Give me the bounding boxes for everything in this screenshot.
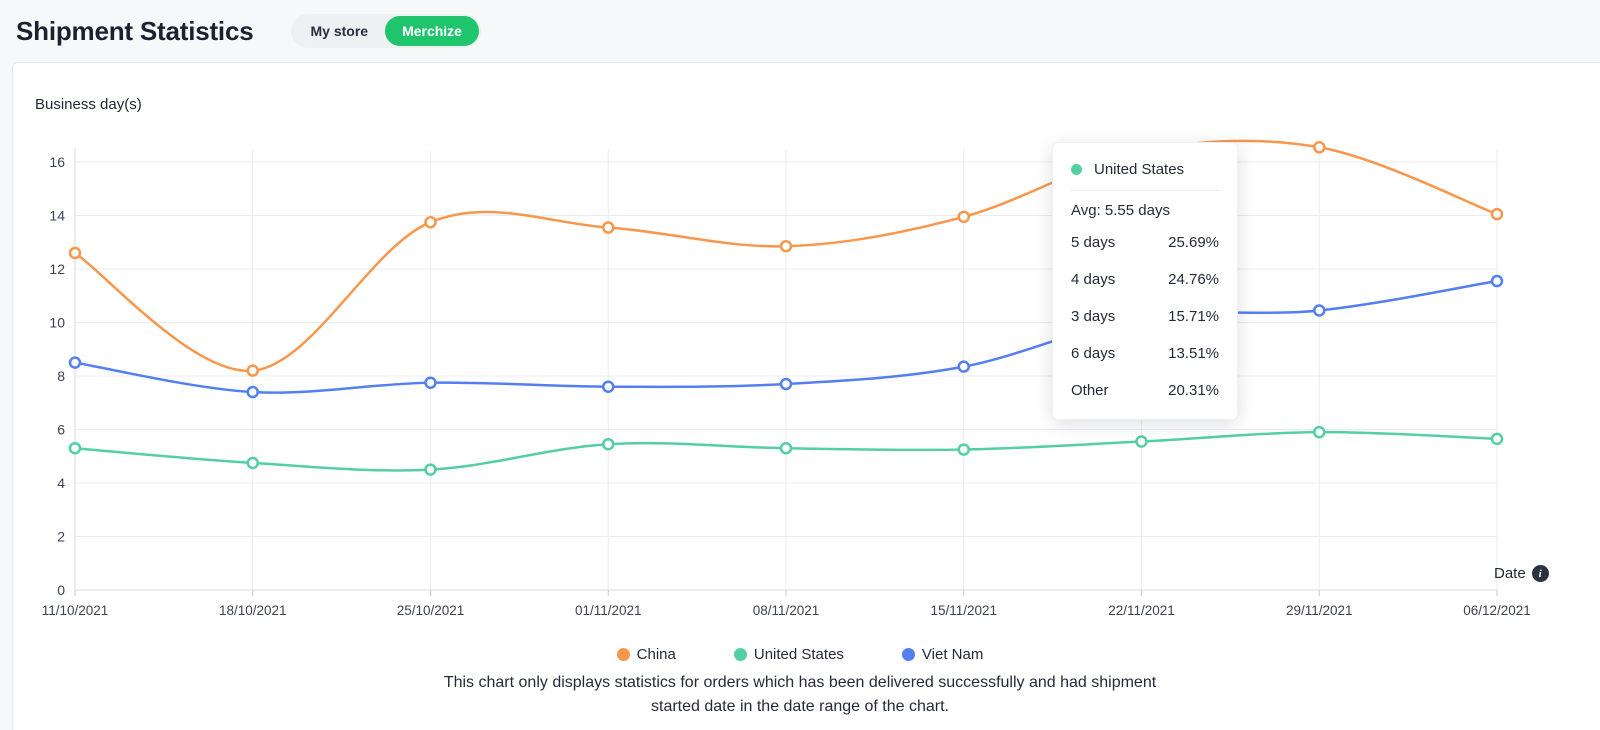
data-point-china[interactable] [1490, 207, 1504, 221]
tooltip-row-value: 24.76% [1168, 270, 1219, 288]
tooltip-row-label: 4 days [1071, 270, 1116, 288]
tooltip-row-label: 5 days [1071, 233, 1116, 251]
data-point-china[interactable] [424, 215, 437, 229]
data-point-china[interactable] [779, 240, 793, 253]
tooltip-header: United States [1071, 158, 1219, 180]
info-icon[interactable]: i [1531, 565, 1549, 582]
chart-tooltip: United States Avg: 5.55 days 5 days 25.69… [1052, 142, 1238, 420]
data-point-china[interactable] [68, 246, 82, 260]
y-axis-title: Business day(s) [35, 96, 142, 113]
tooltip-row-value: 13.51% [1168, 344, 1219, 362]
y-tick-label: 12 [49, 261, 65, 277]
tooltip-row: Other 20.31% [1071, 379, 1219, 401]
legend-label: United States [753, 646, 844, 663]
tooltip-row-label: Other [1071, 381, 1109, 399]
tooltip-row: 6 days 13.51% [1071, 342, 1219, 364]
page-header: Shipment Statistics My store Merchize [0, 0, 1600, 62]
legend-item-china[interactable]: China [616, 646, 676, 663]
data-point-viet-nam[interactable] [957, 360, 970, 373]
y-tick-label: 10 [49, 315, 65, 331]
data-point-united-states[interactable] [424, 463, 437, 476]
tooltip-row: 3 days 15.71% [1071, 305, 1219, 327]
legend-dot [901, 648, 915, 661]
tooltip-row-value: 20.31% [1168, 381, 1219, 399]
tooltip-row-value: 15.71% [1168, 307, 1219, 325]
y-tick-label: 6 [57, 422, 65, 438]
data-point-united-states[interactable] [68, 441, 82, 455]
tooltip-row: 4 days 24.76% [1071, 268, 1219, 290]
data-point-viet-nam[interactable] [1490, 274, 1504, 288]
y-tick-label: 2 [57, 529, 65, 545]
toggle-merchize-button[interactable]: Merchize [385, 16, 479, 46]
y-tick-label: 8 [57, 368, 65, 384]
y-tick-label: 4 [57, 475, 65, 491]
chart-legend: China United States Viet Nam [0, 646, 1600, 663]
data-point-china[interactable] [602, 221, 615, 234]
x-axis-title-label: Date [1494, 565, 1526, 582]
y-tick-label: 14 [49, 208, 65, 224]
data-point-united-states[interactable] [1135, 435, 1148, 448]
data-point-united-states[interactable] [1313, 425, 1326, 439]
legend-item-viet-nam[interactable]: Viet Nam [901, 646, 984, 663]
data-point-china[interactable] [957, 210, 970, 224]
series-line-china[interactable] [74, 139, 1498, 372]
x-tick-label: 18/10/2021 [219, 603, 287, 618]
x-tick-label: 01/11/2021 [575, 603, 642, 618]
data-point-viet-nam[interactable] [1313, 304, 1326, 317]
tooltip-series-dot [1071, 163, 1082, 175]
x-tick-label: 29/11/2021 [1286, 603, 1353, 618]
legend-label: Viet Nam [921, 646, 984, 663]
tooltip-rows: 5 days 25.69% 4 days 24.76% 3 days 15.71% 6 da… [1071, 231, 1219, 401]
legend-item-united-states[interactable]: United States [733, 646, 844, 663]
legend-label: China [636, 646, 676, 663]
y-tick-label: 16 [49, 154, 65, 170]
tooltip-divider [1071, 190, 1219, 191]
x-tick-label: 06/12/2021 [1463, 603, 1531, 618]
data-point-viet-nam[interactable] [602, 380, 615, 393]
chart-footnote: This chart only displays statistics for … [0, 671, 1600, 719]
data-point-united-states[interactable] [246, 456, 259, 470]
y-tick-label: 0 [57, 582, 65, 598]
data-point-united-states[interactable] [1490, 432, 1504, 446]
x-tick-label: 22/11/2021 [1108, 603, 1175, 618]
x-axis-title: Date i [1494, 565, 1549, 582]
data-point-united-states[interactable] [957, 443, 970, 456]
tooltip-series-name: United States [1094, 160, 1185, 178]
data-point-china[interactable] [1313, 141, 1326, 154]
data-point-viet-nam[interactable] [424, 376, 437, 389]
tooltip-row: 5 days 25.69% [1071, 231, 1219, 253]
page-title: Shipment Statistics [16, 15, 254, 46]
data-point-united-states[interactable] [779, 441, 793, 455]
shipment-line-chart[interactable]: 0 2 4 6 8 10 12 14 16 11/10/2021 18/10/2021 25/10/2… [0, 0, 1600, 625]
tooltip-avg: Avg: 5.55 days [1071, 202, 1170, 219]
x-tick-label: 11/10/2021 [42, 603, 109, 618]
legend-dot [616, 648, 630, 661]
data-point-viet-nam[interactable] [68, 356, 82, 369]
tooltip-row-label: 6 days [1071, 344, 1116, 362]
x-tick-label: 08/11/2021 [753, 603, 820, 618]
legend-dot [733, 648, 747, 661]
data-point-china[interactable] [246, 364, 259, 377]
tooltip-row-label: 3 days [1071, 307, 1116, 325]
x-tick-label: 25/10/2021 [397, 603, 465, 618]
data-point-united-states[interactable] [602, 437, 615, 451]
shipment-chart-card [12, 62, 1600, 730]
x-tick-label: 15/11/2021 [930, 603, 997, 618]
tooltip-row-value: 25.69% [1168, 233, 1219, 251]
chart-footnote-text: This chart only displays statistics for … [443, 674, 1157, 715]
toggle-my-store-button[interactable]: My store [293, 16, 385, 46]
data-point-viet-nam[interactable] [246, 385, 259, 399]
store-scope-toggle: My store Merchize [291, 14, 481, 48]
data-point-viet-nam[interactable] [779, 377, 793, 391]
